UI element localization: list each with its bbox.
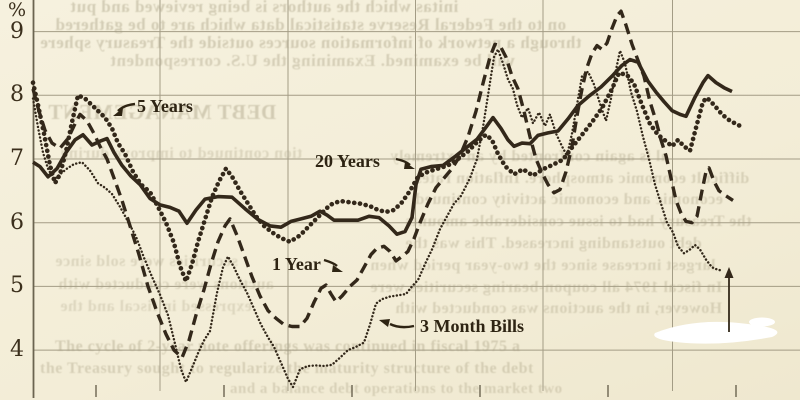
whiteout-patch-small: [749, 317, 775, 327]
three-month-bills-arrow: [389, 322, 415, 329]
five-years-label: 5 Years: [137, 96, 193, 116]
y-tick-9: 9: [10, 19, 24, 44]
one-year-arrowhead: [332, 265, 343, 272]
y-tick-6: 6: [10, 210, 24, 235]
twenty-years-arrow: [395, 157, 411, 166]
y-tick-4: 4: [10, 337, 24, 362]
bleed-text-fragment: and a balance debt operations to the mar…: [230, 381, 563, 397]
one-year-label: 1 Year: [272, 254, 321, 274]
whiteout-patch: [654, 321, 778, 344]
twenty-years-arrowhead: [404, 162, 415, 169]
y-axis-unit: %: [8, 0, 26, 21]
annotation-layer: % 9 8 7 6 5 4 5 Years 20 Years 1 Year 3 …: [8, 0, 778, 362]
series-five-years-line: [30, 70, 743, 284]
bleed-text-fragment: the Treasury sought to regularize the ma…: [40, 360, 534, 377]
y-tick-5: 5: [10, 273, 24, 298]
series-three-month-bills-line: [31, 48, 724, 389]
three-month-bills-label: 3 Month Bills: [420, 316, 524, 336]
series-layer: [30, 9, 743, 389]
twenty-years-label: 20 Years: [315, 151, 380, 171]
series-one-year-line: [31, 9, 734, 360]
end-annotation-arrowhead: [724, 267, 734, 278]
y-tick-8: 8: [10, 82, 24, 107]
one-year-arrow: [323, 258, 338, 267]
y-tick-7: 7: [10, 146, 24, 171]
series-twenty-years-line: [32, 57, 733, 236]
three-month-bills-arrowhead: [379, 319, 390, 327]
five-years-arrowhead: [113, 108, 123, 116]
five-years-arrow: [117, 102, 136, 112]
